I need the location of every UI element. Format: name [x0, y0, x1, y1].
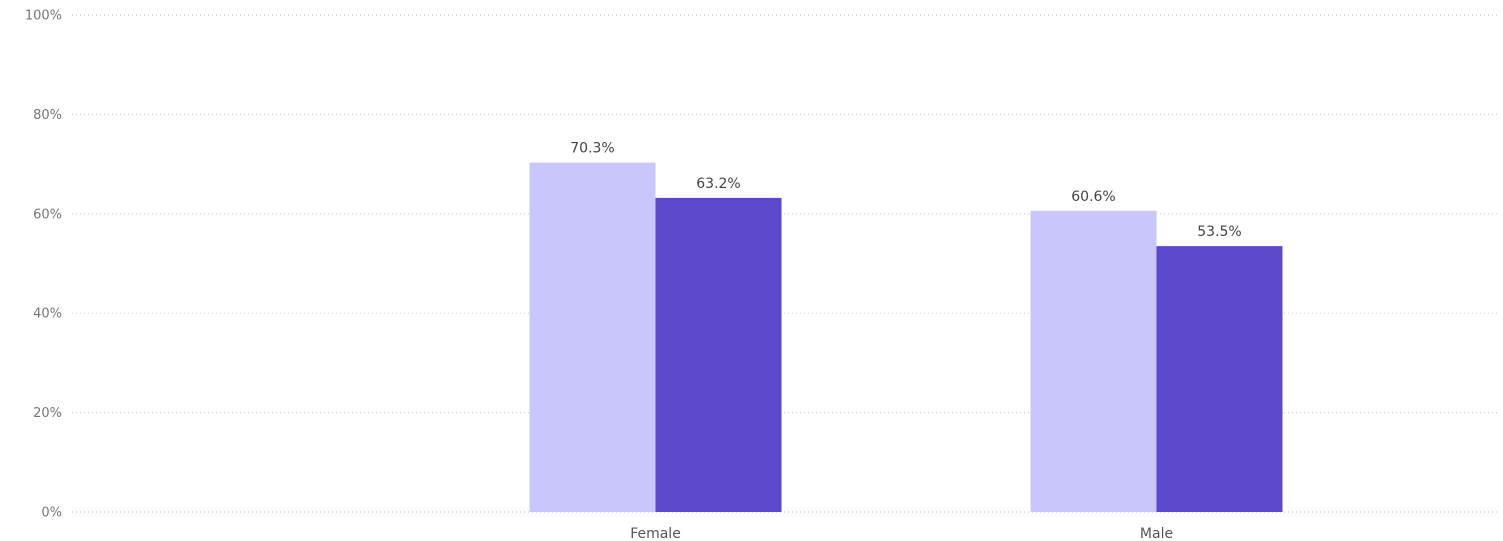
data-label-female-series-2: 63.2%	[696, 176, 740, 192]
data-label-male-series-2: 53.5%	[1197, 224, 1241, 240]
gridlines	[72, 14, 1497, 513]
y-axis-tick-labels: 0% 20% 40% 60% 80% 100%	[25, 9, 62, 521]
data-labels: 70.3% 63.2% 60.6% 53.5%	[570, 141, 1241, 240]
category-label-male: Male	[1140, 526, 1173, 541]
bar-female-series-2	[655, 197, 782, 512]
category-label-female: Female	[630, 526, 681, 541]
bar-male-series-2	[1156, 246, 1283, 513]
y-tick-label-100: 100%	[25, 9, 62, 24]
data-label-female-series-1: 70.3%	[570, 141, 614, 157]
y-tick-label-40: 40%	[33, 307, 62, 322]
data-label-male-series-1: 60.6%	[1071, 189, 1115, 205]
y-tick-label-60: 60%	[33, 207, 62, 222]
bar-male-series-1	[1030, 210, 1157, 512]
y-tick-label-20: 20%	[33, 406, 62, 421]
y-tick-label-0: 0%	[41, 506, 62, 521]
bars	[529, 162, 1283, 513]
y-tick-label-80: 80%	[33, 108, 62, 123]
category-labels: Female Male	[630, 526, 1173, 541]
bar-female-series-1	[529, 162, 656, 512]
